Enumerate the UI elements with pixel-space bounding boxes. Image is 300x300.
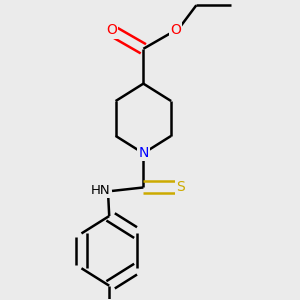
Text: N: N (138, 146, 148, 160)
Text: S: S (176, 181, 185, 194)
Text: HN: HN (91, 184, 110, 197)
Text: O: O (106, 23, 117, 38)
Text: O: O (170, 23, 181, 38)
